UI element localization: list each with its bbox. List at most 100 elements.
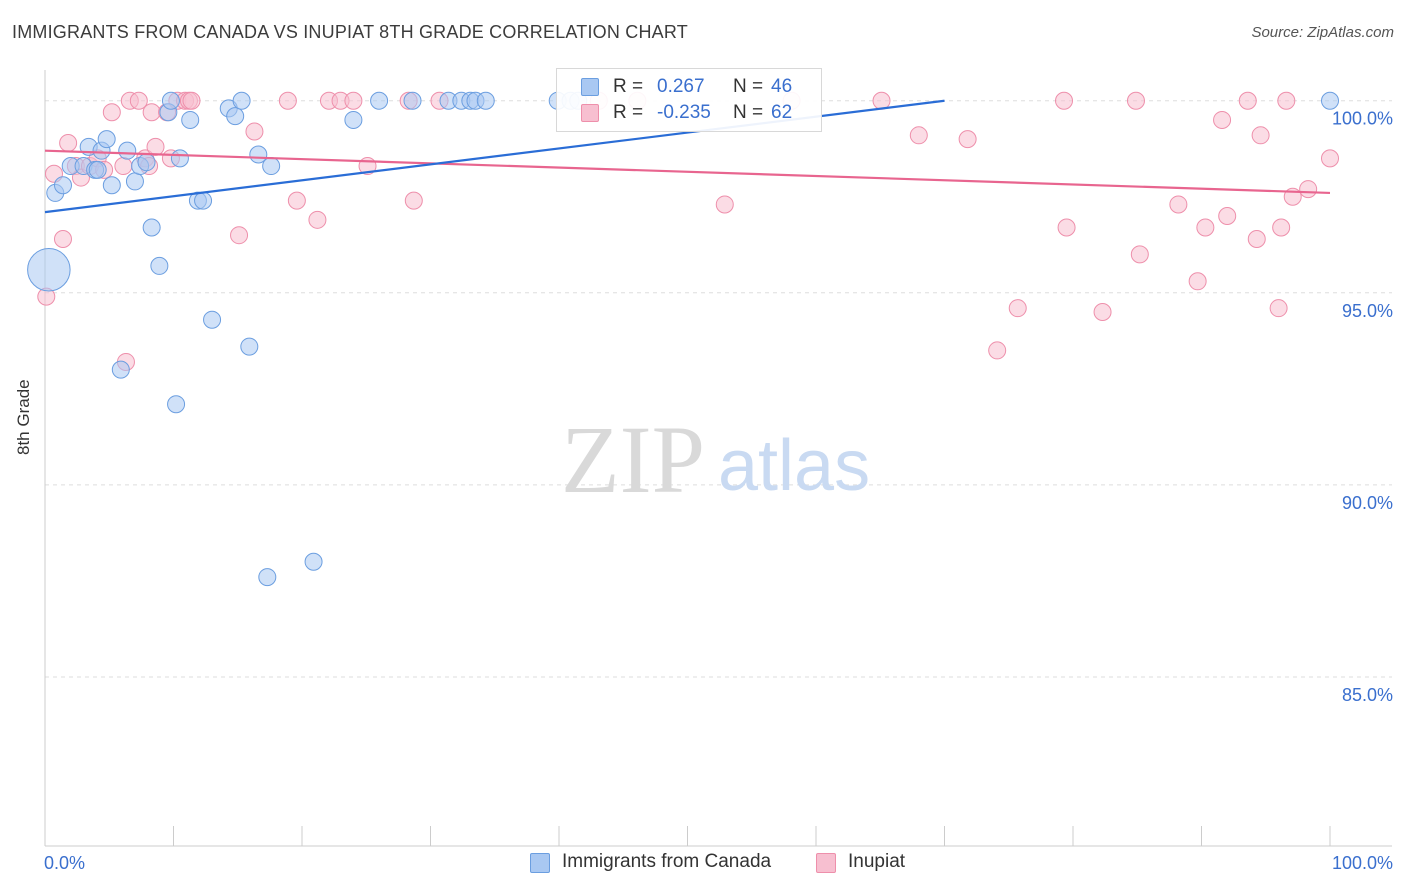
inupiat-point: [1093, 303, 1112, 322]
r-label: R =: [613, 76, 644, 97]
canada-point: [142, 218, 161, 237]
canada-point: [226, 107, 245, 126]
inupiat-point: [1188, 272, 1207, 291]
canada-legend-swatch: [530, 853, 550, 873]
inupiat-point: [909, 126, 928, 145]
x-tick-label: 100.0%: [1332, 853, 1393, 873]
canada-point: [304, 552, 323, 571]
canada-point: [232, 91, 251, 110]
x-tick-label: 0.0%: [44, 853, 85, 873]
stats-box: R = 0.267 N = 46 R = -0.235 N = 62: [556, 68, 822, 132]
inupiat-point: [142, 103, 161, 122]
inupiat-point: [53, 230, 72, 249]
inupiat-point: [344, 91, 363, 110]
inupiat-point: [1008, 299, 1027, 318]
inupiat-point: [182, 91, 201, 110]
legend-label: Inupiat: [848, 851, 906, 872]
inupiat-point: [1269, 299, 1288, 318]
inupiat-point: [1321, 149, 1339, 168]
inupiat-point: [287, 191, 306, 210]
inupiat-point: [1218, 206, 1237, 225]
n-value: 46: [771, 76, 793, 97]
n-value: 62: [771, 102, 793, 123]
inupiat-point: [872, 91, 891, 110]
canada-point: [53, 176, 72, 195]
inupiat-point: [278, 91, 297, 110]
inupiat-point: [1272, 218, 1291, 237]
r-value: -0.235: [657, 102, 711, 123]
canada-point: [137, 153, 156, 172]
canada-point: [111, 360, 130, 379]
canada-point: [88, 160, 107, 179]
canada-point: [476, 91, 495, 110]
r-label: R =: [613, 102, 644, 123]
inupiat-point: [308, 210, 327, 229]
canada-point: [194, 191, 213, 210]
canada-point: [27, 248, 71, 292]
inupiat-trend-line: [44, 149, 1331, 195]
inupiat-point: [1169, 195, 1188, 214]
canada-point: [403, 91, 422, 110]
canada-point: [203, 310, 222, 329]
inupiat-point: [1213, 110, 1232, 129]
inupiat-points: [37, 91, 1339, 371]
inupiat-swatch: [581, 104, 599, 122]
inupiat-point: [1196, 218, 1215, 237]
y-tick-label: 85.0%: [1342, 685, 1393, 705]
r-value: 0.267: [657, 76, 705, 97]
stats-row-inupiat: R = -0.235 N = 62: [557, 101, 821, 127]
n-label: N =: [733, 102, 764, 123]
n-label: N =: [733, 76, 764, 97]
canada-point: [102, 176, 121, 195]
canada-point: [258, 568, 277, 587]
inupiat-point: [1126, 91, 1145, 110]
canada-point: [1321, 91, 1339, 110]
watermark: ZIP atlas: [561, 406, 870, 513]
canada-point: [240, 337, 259, 356]
inupiat-point: [245, 122, 264, 141]
canada-point: [170, 149, 189, 168]
canada-point: [344, 110, 363, 129]
y-tick-label: 100.0%: [1332, 109, 1393, 129]
inupiat-point: [1299, 180, 1318, 199]
canada-point: [167, 395, 186, 414]
grid-lines: [45, 100, 1392, 678]
canada-swatch: [581, 78, 599, 96]
legend: Immigrants from Canada Inupiat: [0, 850, 1406, 878]
axes: [44, 70, 1392, 847]
canada-points: [27, 91, 1339, 587]
inupiat-point: [102, 103, 121, 122]
watermark-zip: ZIP: [561, 406, 705, 513]
y-tick-label: 90.0%: [1342, 493, 1393, 513]
inupiat-point: [1055, 91, 1074, 110]
inupiat-point: [1277, 91, 1296, 110]
inupiat-point: [404, 191, 423, 210]
inupiat-point: [1238, 91, 1257, 110]
stats-row-canada: R = 0.267 N = 46: [557, 75, 821, 101]
inupiat-point: [1130, 245, 1149, 264]
canada-point: [118, 141, 137, 160]
y-tick-label: 95.0%: [1342, 301, 1393, 321]
canada-point: [150, 256, 169, 275]
inupiat-point: [114, 157, 133, 176]
chart-title: IMMIGRANTS FROM CANADA VS INUPIAT 8TH GR…: [12, 22, 688, 42]
inupiat-point: [59, 133, 78, 152]
watermark-atlas: atlas: [718, 426, 870, 506]
inupiat-point: [1251, 126, 1270, 145]
inupiat-legend-swatch: [816, 853, 836, 873]
canada-point: [370, 91, 389, 110]
inupiat-point: [1057, 218, 1076, 237]
inupiat-point: [1247, 230, 1266, 249]
inupiat-point: [230, 226, 249, 245]
canada-point: [161, 91, 180, 110]
source-label: Source: ZipAtlas.com: [1251, 24, 1394, 41]
inupiat-point: [958, 130, 977, 149]
canada-point: [181, 110, 200, 129]
legend-label: Immigrants from Canada: [562, 851, 772, 872]
inupiat-point: [146, 137, 165, 156]
inupiat-point: [988, 341, 1007, 360]
inupiat-point: [715, 195, 734, 214]
canada-point: [262, 157, 281, 176]
canada-point: [97, 130, 116, 149]
